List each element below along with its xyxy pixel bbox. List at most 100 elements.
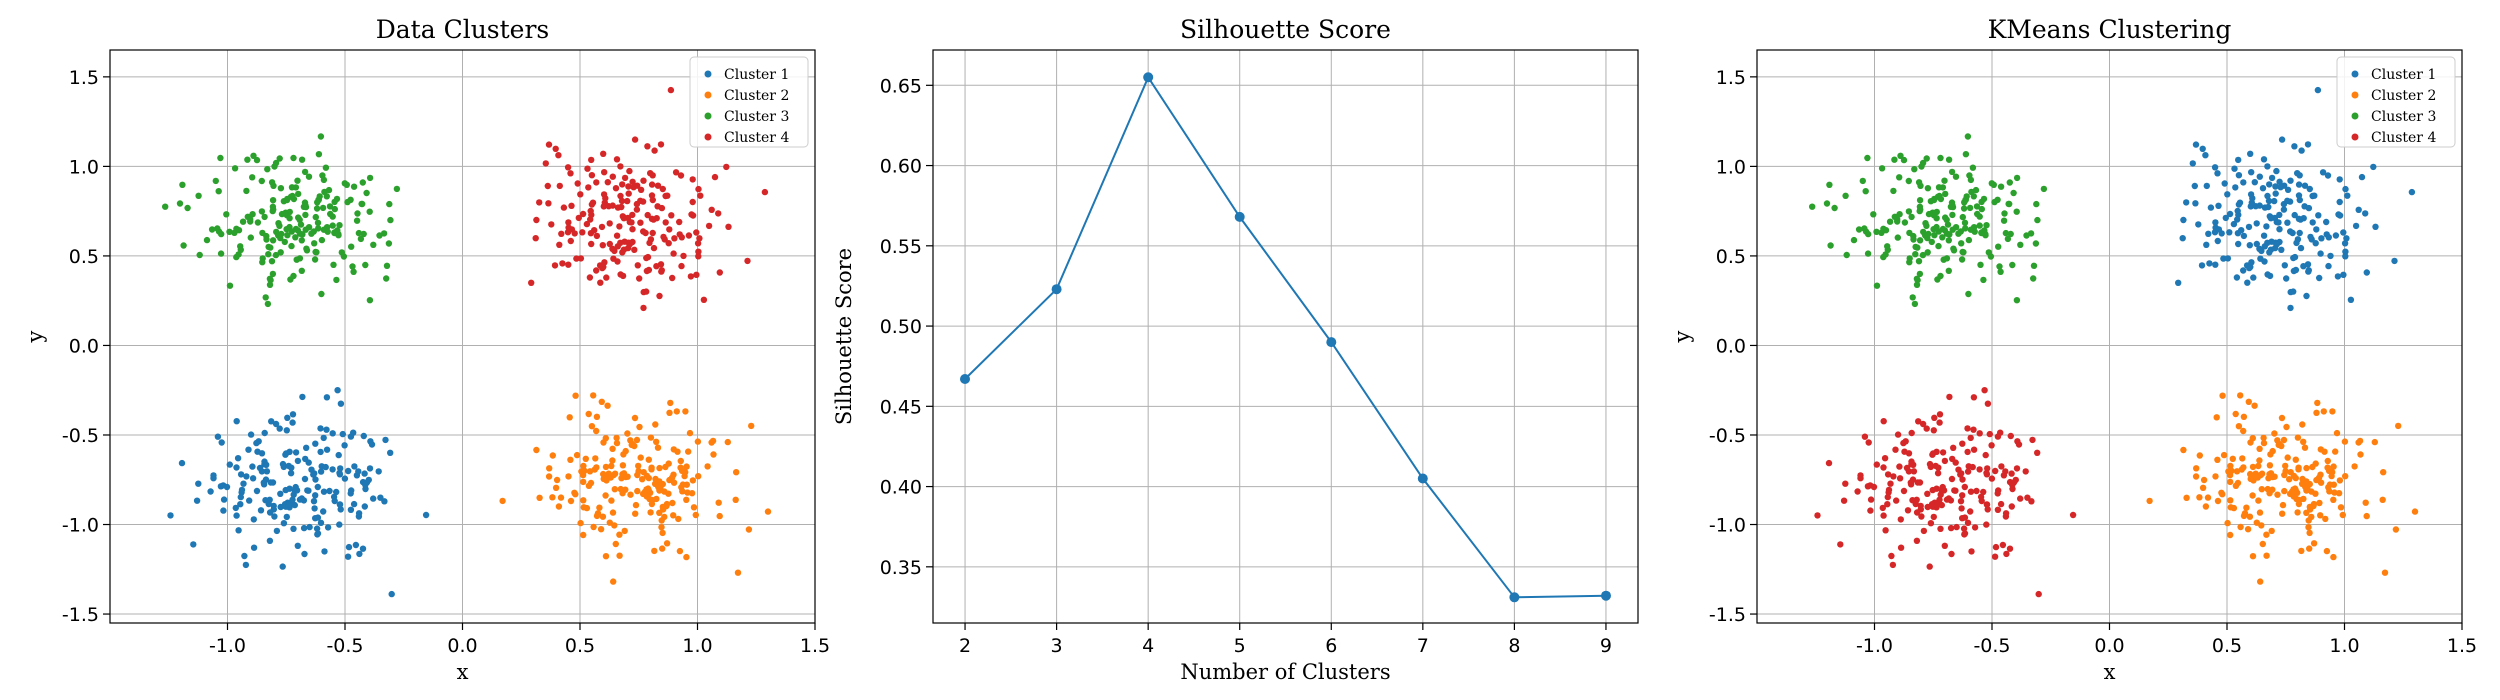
- data-point: [1949, 211, 1956, 219]
- data-point: [2276, 226, 2283, 233]
- data-point: [1924, 490, 1931, 497]
- grid: [933, 50, 1638, 623]
- data-point: [250, 152, 257, 159]
- data-point: [661, 488, 668, 495]
- data-point: [599, 513, 607, 520]
- data-point: [2000, 217, 2008, 224]
- data-point: [624, 197, 631, 205]
- data-point: [2283, 275, 2290, 282]
- data-point: [322, 164, 330, 171]
- data-point: [573, 451, 581, 459]
- y-tick-label: -0.5: [62, 425, 99, 447]
- data-point: [603, 473, 611, 480]
- data-point: [2205, 230, 2212, 237]
- data-point: [1897, 516, 1905, 523]
- data-point: [1961, 219, 1969, 226]
- data-point: [2380, 469, 2387, 476]
- data-point: [2227, 504, 2234, 511]
- data-point: [322, 463, 329, 471]
- data-point: [2411, 508, 2419, 515]
- data-point: [1973, 487, 1980, 495]
- data-point: [383, 262, 391, 269]
- data-point: [303, 247, 311, 254]
- data-point: [618, 197, 626, 205]
- data-point: [628, 219, 635, 226]
- data-point: [710, 451, 717, 458]
- data-point: [1814, 512, 1821, 519]
- data-point: [1879, 504, 1887, 512]
- x-tick-label: 9: [1600, 635, 1612, 657]
- data-point: [2295, 464, 2302, 471]
- data-point: [613, 156, 621, 163]
- data-point: [566, 414, 573, 421]
- data-point: [239, 218, 247, 225]
- data-point: [1900, 487, 1908, 495]
- data-point: [1933, 223, 1940, 231]
- data-point: [2007, 432, 2015, 440]
- data-point: [2316, 274, 2323, 282]
- data-point: [1997, 500, 2005, 508]
- data-point: [634, 471, 641, 479]
- data-point: [266, 281, 274, 288]
- data-point: [2319, 169, 2327, 176]
- data-point: [1969, 164, 1977, 171]
- data-point: [611, 486, 618, 493]
- data-point: [277, 490, 284, 497]
- data-point: [568, 226, 576, 233]
- data-point: [617, 163, 624, 170]
- line-series: [960, 72, 1611, 603]
- data-point: [2196, 494, 2203, 501]
- data-point: [1916, 479, 1924, 486]
- data-point: [2362, 499, 2369, 506]
- data-point: [2300, 438, 2307, 445]
- data-point: [1977, 261, 1984, 268]
- data-point: [2268, 527, 2275, 535]
- data-point: [290, 154, 297, 162]
- data-point: [2246, 513, 2254, 520]
- data-point: [1928, 238, 1936, 246]
- x-tick-label: -1.0: [1856, 635, 1893, 657]
- data-point: [612, 540, 619, 548]
- data-point: [358, 200, 365, 208]
- data-point: [1916, 197, 1924, 204]
- data-point: [2245, 223, 2253, 231]
- data-point: [366, 174, 374, 182]
- data-point: [2261, 258, 2268, 265]
- data-point: [324, 524, 332, 531]
- data-point: [2328, 472, 2335, 480]
- data-point: [1952, 487, 1959, 494]
- data-point: [2008, 503, 2016, 510]
- data-point: [2263, 531, 2270, 538]
- data-point: [2330, 496, 2337, 503]
- data-point: [1870, 211, 1877, 218]
- data-point: [597, 279, 604, 286]
- data-point: [247, 431, 255, 438]
- data-point: [2342, 185, 2349, 193]
- data-point: [2286, 476, 2293, 483]
- data-point: [258, 208, 266, 215]
- data-point: [1939, 449, 1947, 456]
- data-point: [640, 304, 647, 312]
- data-point: [318, 290, 325, 298]
- data-point: [2292, 266, 2300, 274]
- data-point: [680, 252, 687, 260]
- legend-label: Cluster 1: [724, 67, 789, 83]
- data-point: [663, 500, 671, 508]
- data-point: [2033, 200, 2040, 208]
- data-point: [296, 255, 304, 262]
- data-point: [2259, 540, 2266, 548]
- data-point: [545, 141, 553, 148]
- data-point: [613, 232, 621, 239]
- data-point: [1964, 448, 1971, 456]
- x-axis-label: x: [2104, 660, 2116, 684]
- data-point: [360, 432, 367, 440]
- data-point: [1894, 216, 1901, 223]
- data-point: [2272, 183, 2279, 190]
- data-point: [645, 266, 653, 274]
- data-point: [360, 230, 367, 238]
- data-point: [277, 249, 284, 256]
- data-point: [1988, 442, 1995, 449]
- data-point: [602, 463, 610, 471]
- data-point: [574, 180, 581, 187]
- data-point: [2322, 515, 2329, 523]
